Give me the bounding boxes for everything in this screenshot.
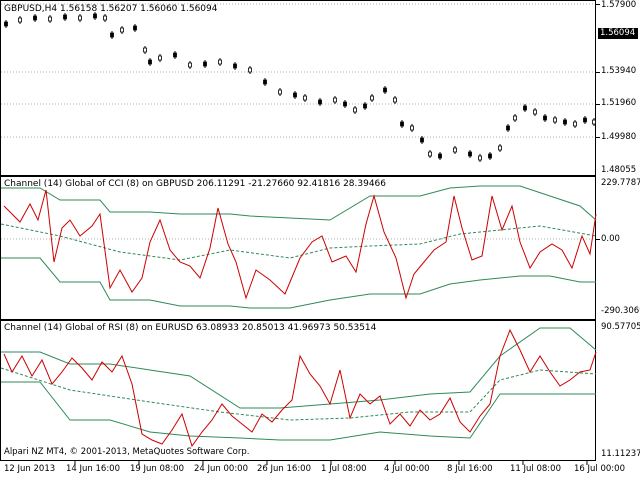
time-axis-label: 26 Jun 16:00 <box>257 464 311 474</box>
cci-channel-lower <box>1 257 596 309</box>
cci-scale-label: 229.7787 <box>601 178 640 188</box>
candle-body <box>353 107 357 113</box>
candle-body <box>48 16 52 22</box>
candle-body <box>278 89 282 95</box>
candle-body <box>110 32 114 38</box>
price-scale-label: 1.51960 <box>601 98 637 108</box>
candle-body <box>343 101 347 107</box>
candle-body <box>18 17 22 23</box>
candle-body <box>303 95 307 101</box>
candle-body <box>420 137 424 143</box>
candle-body <box>438 153 442 159</box>
time-axis-label: 1 Jul 08:00 <box>321 464 367 474</box>
candle-body <box>488 153 492 159</box>
time-axis-label: 8 Jul 16:00 <box>447 464 493 474</box>
candle-body <box>218 59 222 65</box>
cci-indicator-title: Channel (14) Global of CCI (8) on GBPUSD… <box>4 179 387 189</box>
candle-body <box>370 95 374 101</box>
candle-body <box>553 117 557 123</box>
candle-body <box>33 15 37 21</box>
price-scale-label: 1.53940 <box>601 66 637 76</box>
price-scale[interactable]: 1.57900 1.53940 1.51960 1.49980 1.48055 … <box>596 0 640 480</box>
candle-body <box>148 59 152 65</box>
candle-body <box>592 119 596 125</box>
candle-body <box>383 87 387 93</box>
broker-copyright-text: Alpari NZ MT4, © 2001-2013, MetaQuotes S… <box>4 447 250 457</box>
candle-body <box>428 151 432 157</box>
candle-body <box>63 14 67 20</box>
candle-body <box>498 145 502 151</box>
candle-body <box>103 15 107 21</box>
candle-body <box>533 109 537 115</box>
candle-body <box>523 105 527 111</box>
candle-body <box>78 15 82 21</box>
candle-body <box>410 125 414 131</box>
rsi-channel-lower <box>1 381 596 441</box>
candle-body <box>563 119 567 125</box>
candle-body <box>478 155 482 161</box>
rsi-scale-label: 90.57705 <box>601 322 640 332</box>
candle-body <box>400 121 404 127</box>
cci-channel-upper <box>1 185 597 221</box>
price-scale-label: 1.49980 <box>601 132 637 142</box>
price-chart-panel[interactable] <box>0 0 596 176</box>
candle-body <box>173 52 177 58</box>
candle-body <box>263 79 267 85</box>
time-axis-label: 12 Jun 2013 <box>4 464 56 474</box>
time-axis-label: 11 Jul 08:00 <box>510 464 561 474</box>
cci-line <box>3 189 597 300</box>
candle-body <box>158 55 162 61</box>
candle-body <box>120 27 124 33</box>
candle-body <box>143 47 147 53</box>
candle-body <box>4 21 8 27</box>
time-axis-label: 14 Jun 16:00 <box>66 464 120 474</box>
candle-body <box>318 99 322 105</box>
rsi-line <box>3 328 597 448</box>
rsi-channel-upper <box>1 327 597 409</box>
price-scale-label: 1.48055 <box>601 165 637 175</box>
candle-body <box>393 97 397 103</box>
candle-body <box>188 62 192 68</box>
current-price-tag: 1.56094 <box>598 28 638 39</box>
rsi-channel-mid <box>0 367 597 421</box>
time-axis-label: 24 Jun 00:00 <box>194 464 248 474</box>
price-chart-title: GBPUSD,H4 1.56158 1.56207 1.56060 1.5609… <box>4 4 218 14</box>
candle-body <box>333 97 337 103</box>
candle-body <box>248 67 252 73</box>
candle-body <box>203 61 207 67</box>
time-axis-label: 4 Jul 00:00 <box>384 464 430 474</box>
cci-scale-label: 0.00 <box>601 234 620 244</box>
rsi-scale-label: 11.11237 <box>601 449 640 459</box>
candle-body <box>293 92 297 98</box>
candle-body <box>573 121 577 127</box>
candle-body <box>453 147 457 153</box>
candle-body <box>583 117 587 123</box>
candle-body <box>233 63 237 69</box>
candle-body <box>468 151 472 157</box>
candle-body <box>93 13 97 19</box>
candle-body <box>363 103 367 109</box>
time-axis-label: 19 Jun 08:00 <box>130 464 184 474</box>
price-scale-label: 1.57900 <box>601 0 637 10</box>
rsi-indicator-title: Channel (14) Global of RSI (8) on EURUSD… <box>4 323 377 333</box>
candle-body <box>543 115 547 121</box>
candle-body <box>506 125 510 131</box>
candle-body <box>513 115 517 121</box>
rsi-indicator-panel[interactable] <box>0 320 596 461</box>
candle-body <box>133 25 137 31</box>
time-axis-label: 16 Jul 00:00 <box>574 464 625 474</box>
cci-channel-mid <box>0 223 597 261</box>
